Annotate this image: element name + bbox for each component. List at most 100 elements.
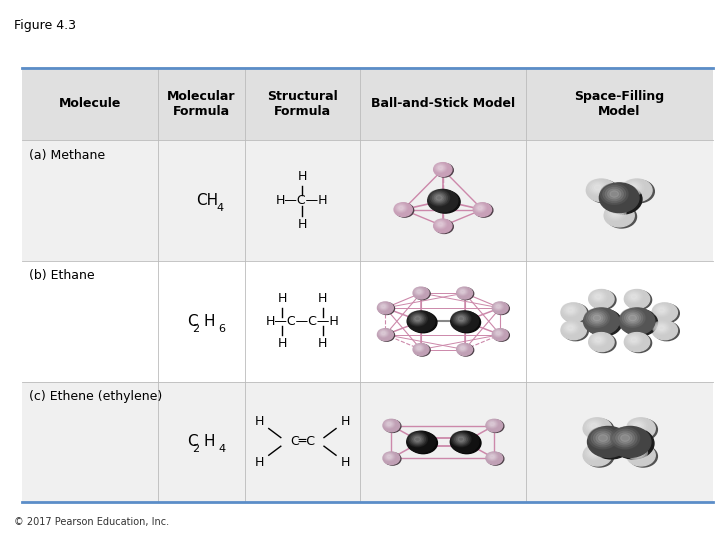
Circle shape	[657, 325, 666, 331]
Circle shape	[654, 322, 669, 333]
Text: Structural
Formula: Structural Formula	[267, 90, 338, 118]
Circle shape	[486, 452, 503, 464]
Circle shape	[624, 333, 649, 352]
Circle shape	[624, 289, 649, 308]
Circle shape	[413, 343, 429, 355]
Circle shape	[450, 431, 479, 453]
Circle shape	[456, 287, 472, 299]
Circle shape	[383, 452, 400, 464]
Circle shape	[487, 420, 497, 428]
Circle shape	[561, 321, 586, 340]
Circle shape	[589, 181, 606, 194]
Circle shape	[594, 336, 603, 343]
Text: 2: 2	[192, 324, 199, 334]
Circle shape	[387, 455, 391, 458]
Circle shape	[589, 333, 614, 352]
Circle shape	[487, 420, 504, 433]
Circle shape	[436, 164, 446, 172]
Circle shape	[563, 305, 578, 315]
Circle shape	[564, 323, 576, 332]
Circle shape	[434, 219, 447, 229]
Circle shape	[409, 433, 426, 446]
Circle shape	[594, 185, 601, 190]
Circle shape	[590, 183, 605, 193]
Text: C: C	[187, 434, 198, 449]
Circle shape	[387, 423, 391, 426]
Text: C: C	[187, 314, 198, 329]
Text: Ball-and-Stick Model: Ball-and-Stick Model	[371, 97, 515, 111]
Circle shape	[407, 431, 436, 453]
Circle shape	[587, 310, 607, 326]
Circle shape	[600, 183, 639, 213]
Circle shape	[587, 180, 608, 195]
Circle shape	[652, 303, 678, 322]
Circle shape	[586, 179, 616, 201]
Circle shape	[494, 330, 503, 336]
Circle shape	[612, 210, 618, 215]
Circle shape	[409, 312, 437, 333]
Circle shape	[627, 418, 647, 433]
Circle shape	[629, 446, 657, 467]
Circle shape	[381, 331, 386, 335]
Circle shape	[385, 421, 393, 427]
Circle shape	[379, 330, 387, 336]
Circle shape	[413, 344, 425, 352]
Circle shape	[438, 222, 443, 226]
Circle shape	[408, 312, 427, 326]
Text: H: H	[341, 456, 351, 469]
Circle shape	[492, 302, 508, 314]
Circle shape	[451, 312, 471, 326]
Circle shape	[382, 332, 385, 334]
Circle shape	[591, 313, 603, 322]
Circle shape	[629, 293, 638, 300]
Circle shape	[458, 437, 464, 442]
Circle shape	[610, 427, 651, 457]
Circle shape	[490, 455, 494, 458]
Circle shape	[657, 307, 666, 313]
Circle shape	[590, 333, 607, 346]
Circle shape	[656, 323, 667, 332]
Circle shape	[562, 321, 580, 334]
Circle shape	[436, 220, 446, 228]
Text: H: H	[203, 314, 215, 329]
Circle shape	[626, 444, 655, 466]
Circle shape	[619, 308, 655, 335]
Circle shape	[436, 165, 445, 171]
Circle shape	[415, 345, 423, 351]
Circle shape	[626, 334, 642, 345]
Circle shape	[654, 304, 679, 323]
Circle shape	[567, 326, 573, 330]
Circle shape	[378, 329, 389, 338]
Circle shape	[630, 185, 636, 190]
Circle shape	[656, 306, 667, 314]
Circle shape	[588, 421, 600, 431]
Circle shape	[434, 163, 447, 173]
Circle shape	[456, 315, 466, 322]
Circle shape	[495, 331, 501, 335]
Circle shape	[453, 433, 469, 446]
Circle shape	[620, 308, 645, 327]
Circle shape	[438, 165, 444, 170]
Circle shape	[451, 432, 471, 447]
Circle shape	[492, 302, 504, 310]
Circle shape	[451, 311, 479, 332]
Circle shape	[379, 329, 395, 341]
Circle shape	[487, 420, 498, 428]
Circle shape	[598, 435, 608, 441]
Circle shape	[377, 302, 393, 314]
Circle shape	[654, 322, 679, 341]
Circle shape	[622, 179, 652, 201]
Circle shape	[595, 294, 601, 299]
Circle shape	[486, 420, 503, 432]
Circle shape	[628, 184, 639, 191]
Circle shape	[622, 310, 643, 326]
Circle shape	[487, 453, 497, 460]
Circle shape	[493, 329, 509, 341]
Circle shape	[608, 189, 621, 199]
Circle shape	[633, 422, 642, 429]
Circle shape	[382, 305, 385, 308]
Circle shape	[478, 206, 482, 210]
Circle shape	[492, 329, 508, 341]
Circle shape	[603, 185, 626, 202]
Circle shape	[585, 419, 614, 440]
